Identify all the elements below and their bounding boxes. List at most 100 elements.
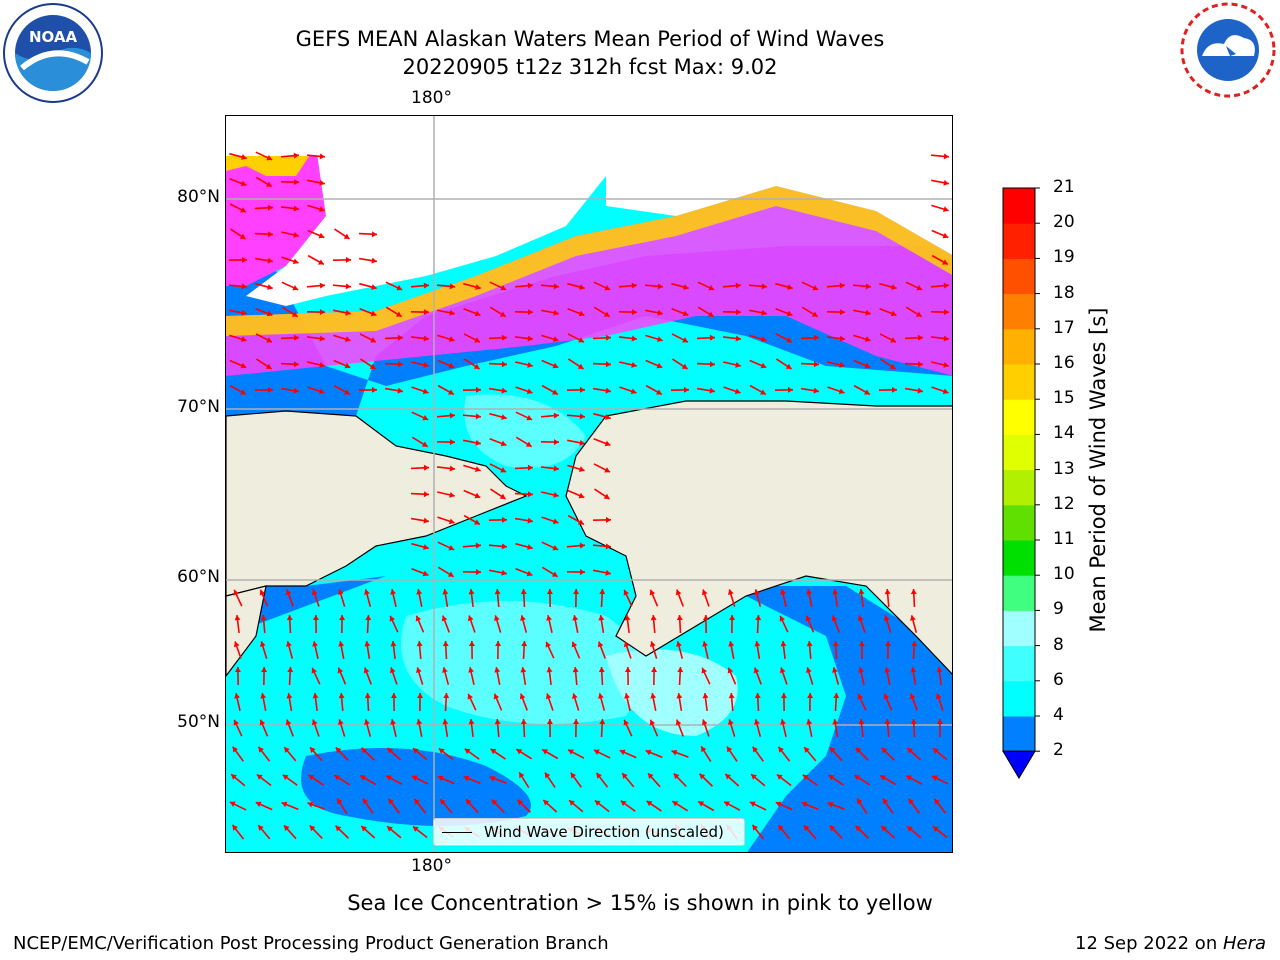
wind-arrow: [722, 282, 742, 289]
wind-arrow: [623, 719, 633, 737]
wind-arrow: [358, 386, 378, 393]
wind-arrow: [853, 334, 871, 343]
wind-arrow: [411, 436, 429, 448]
wind-arrow: [827, 386, 845, 395]
wind-arrow: [363, 667, 372, 685]
wind-arrow: [280, 152, 300, 159]
wind-arrow: [885, 640, 892, 660]
wind-arrow: [546, 615, 553, 633]
wind-arrow: [233, 589, 243, 607]
wind-arrow: [359, 282, 377, 290]
noaa-logo: NOAA: [2, 2, 104, 104]
wind-arrow: [882, 798, 894, 814]
wind-arrow: [283, 824, 297, 840]
wind-arrow: [410, 309, 430, 316]
wind-arrow: [384, 387, 404, 394]
wind-arrow: [644, 283, 664, 290]
wind-arrow: [359, 333, 377, 343]
colorbar-tick-label: 11: [1053, 529, 1075, 549]
wind-arrow: [727, 589, 736, 607]
wind-arrow: [827, 361, 845, 368]
wind-arrow: [286, 641, 294, 659]
wind-arrow: [437, 775, 455, 785]
wind-arrow: [307, 204, 325, 213]
wind-arrow: [780, 692, 787, 712]
wind-arrow: [832, 667, 840, 685]
wind-arrow: [465, 798, 479, 814]
wind-arrow: [494, 667, 501, 685]
wind-arrow: [488, 516, 508, 523]
wind-arrow: [853, 774, 871, 786]
wind-arrow: [701, 667, 711, 685]
wind-arrow: [306, 309, 326, 316]
wind-arrow: [803, 824, 817, 840]
colorbar-label: Mean Period of Wind Waves [s]: [1086, 307, 1110, 633]
wind-arrow: [493, 693, 503, 711]
wind-arrow: [463, 308, 481, 317]
run-host: Hera: [1222, 933, 1266, 954]
wind-arrow: [777, 824, 791, 840]
wind-arrow: [776, 773, 792, 787]
wind-arrow: [411, 542, 429, 550]
wind-arrow: [593, 412, 611, 420]
wind-arrow: [645, 334, 663, 343]
wind-arrow: [727, 719, 736, 737]
wind-arrow: [800, 361, 820, 368]
wind-arrow: [702, 614, 709, 634]
wind-arrow: [930, 282, 950, 289]
wind-arrow: [567, 282, 585, 290]
wind-arrow: [410, 517, 430, 524]
wind-arrow: [286, 692, 293, 712]
land-kamchatka: [226, 585, 267, 677]
wind-arrow: [807, 692, 814, 712]
wind-arrow: [829, 824, 843, 840]
map-legend: Wind Wave Direction (unscaled): [433, 818, 745, 846]
wind-arrow: [307, 801, 325, 810]
wind-arrow: [673, 772, 687, 788]
wind-arrow: [755, 614, 762, 634]
wind-arrow: [672, 358, 688, 370]
wind-arrow: [256, 773, 272, 787]
ocean-light-patch-3: [464, 394, 586, 468]
colorbar-tick-label: 4: [1053, 705, 1064, 725]
wind-arrow: [649, 641, 658, 659]
wind-arrow: [415, 667, 424, 685]
wind-arrow: [437, 359, 455, 369]
wind-arrow: [312, 641, 319, 659]
wind-arrow: [753, 667, 762, 685]
wind-arrow: [437, 384, 455, 396]
wind-arrow: [384, 361, 404, 368]
wind-arrow: [231, 824, 245, 840]
wind-arrow: [439, 798, 453, 814]
wind-arrow: [931, 229, 949, 239]
wind-arrow: [311, 667, 321, 685]
wind-arrow: [280, 205, 300, 212]
wind-arrow: [828, 774, 844, 786]
wind-arrow: [463, 489, 481, 499]
wind-arrow: [437, 309, 455, 316]
wind-arrow: [751, 824, 765, 840]
wind-arrow: [411, 411, 429, 421]
colorbar-segment: [1003, 645, 1035, 682]
wind-arrow: [411, 361, 429, 368]
run-date: 12 Sep 2022 on Hera: [1075, 933, 1266, 954]
wind-arrow: [593, 569, 611, 576]
nws-logo: [1178, 0, 1278, 100]
wind-arrow: [567, 464, 585, 473]
wind-arrow: [651, 666, 658, 686]
wind-arrow: [749, 334, 767, 343]
wind-arrow: [385, 306, 403, 318]
colorbar-segment: [1003, 223, 1035, 259]
wind-arrow: [259, 641, 268, 659]
wind-arrow: [333, 334, 351, 343]
wind-arrow: [749, 359, 767, 369]
wind-arrow: [520, 588, 527, 608]
wind-arrow: [489, 281, 507, 291]
wind-arrow: [285, 719, 294, 737]
wind-arrow: [567, 489, 585, 499]
wind-arrow: [390, 719, 397, 737]
wind-arrow: [307, 361, 325, 368]
wind-arrow: [723, 386, 741, 395]
colorbar-tick-label: 21: [1053, 177, 1075, 197]
wind-arrow: [412, 747, 428, 761]
